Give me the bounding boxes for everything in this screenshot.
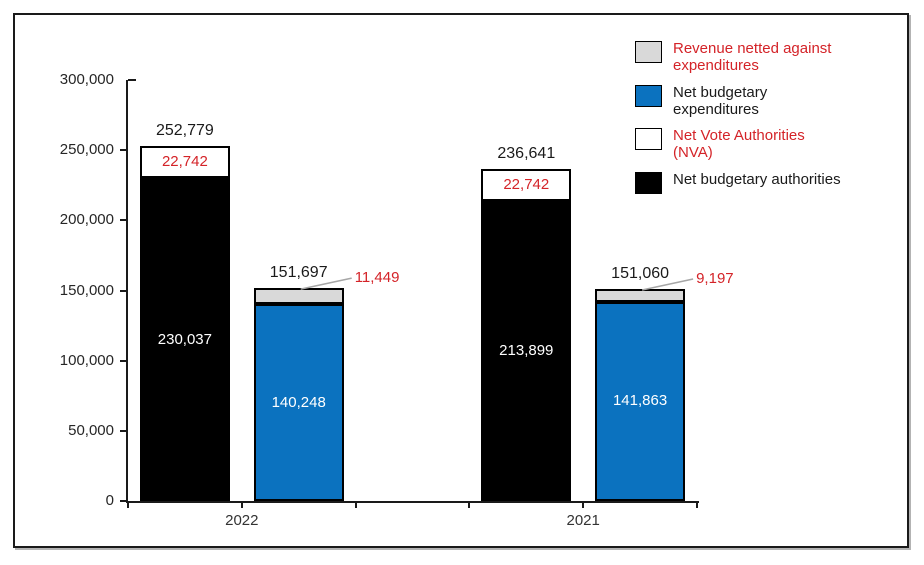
x-axis-tick: [468, 501, 470, 508]
x-axis-tick: [582, 501, 584, 508]
bar-segment-net-budgetary-authorities: 213,899: [481, 200, 572, 501]
legend-item-net-budgetary-authorities: Net budgetary authorities: [635, 171, 848, 194]
y-axis-tick: [120, 500, 128, 502]
bar-segment-net-vote-authorities-nva: 22,742: [481, 168, 572, 201]
x-axis-tick: [241, 501, 243, 508]
bar-segment-label: 213,899: [499, 341, 554, 359]
y-axis-label: 150,000: [59, 282, 114, 299]
y-axis-label: 200,000: [59, 211, 114, 228]
legend-label: Net budgetary authorities: [673, 171, 841, 188]
callout-label: 9,197: [696, 270, 734, 287]
legend-swatch: [635, 85, 662, 107]
bar-segment-net-budgetary-authorities: 230,037: [139, 178, 230, 501]
y-axis-label: 50,000: [68, 422, 114, 439]
legend-item-net-budgetary-expenditures: Net budgetary expenditures: [635, 84, 848, 118]
legend-item-net-vote-authorities-nva: Net Vote Authorities (NVA): [635, 127, 848, 161]
legend-label: Net Vote Authorities (NVA): [673, 127, 805, 161]
bar-segment-label: 140,248: [271, 393, 326, 411]
x-axis-tick: [127, 501, 129, 508]
bar-segment-label: 22,742: [503, 175, 550, 193]
legend-label: Revenue netted against expenditures: [673, 40, 832, 74]
bar-segment-label: 22,742: [161, 153, 208, 171]
x-axis-tick: [696, 501, 698, 508]
bar-segment-net-vote-authorities-nva: 22,742: [139, 146, 230, 179]
bar-segment-label: 141,863: [612, 392, 668, 410]
bar-total-label: 151,697: [269, 264, 328, 282]
legend-label: Net budgetary expenditures: [673, 84, 768, 118]
bar-segment-net-budgetary-expenditures: 141,863: [595, 301, 686, 501]
y-axis-label: 250,000: [59, 141, 114, 158]
category-label-2022: 2022: [225, 512, 259, 529]
y-axis-tick: [120, 149, 128, 151]
bar-segment-revenue-netted-against-expenditures: [595, 289, 686, 302]
x-axis-tick: [355, 501, 357, 508]
bar-total-label: 236,641: [497, 144, 556, 162]
x-axis-line: [126, 501, 699, 503]
bar-segment-net-budgetary-expenditures: 140,248: [253, 304, 344, 501]
bar-total-label: 252,779: [155, 122, 214, 140]
legend-swatch: [635, 128, 662, 150]
y-axis-label: 300,000: [59, 71, 114, 88]
legend-item-revenue-netted-against-expenditures: Revenue netted against expenditures: [635, 40, 848, 74]
y-axis-tick: [128, 79, 136, 81]
y-axis-tick: [120, 219, 128, 221]
y-axis-label: 100,000: [59, 352, 114, 369]
bar-total-label: 151,060: [611, 265, 670, 282]
legend-swatch: [635, 41, 662, 63]
category-label-2021: 2021: [566, 512, 600, 529]
bar-segment-revenue-netted-against-expenditures: [253, 288, 344, 305]
legend-swatch: [635, 172, 662, 194]
y-axis-tick: [120, 290, 128, 292]
y-axis-tick: [120, 430, 128, 432]
y-axis-label: 0: [105, 492, 114, 509]
y-axis-tick: [120, 360, 128, 362]
callout-label: 11,449: [354, 269, 400, 287]
bar-segment-label: 230,037: [157, 330, 212, 348]
